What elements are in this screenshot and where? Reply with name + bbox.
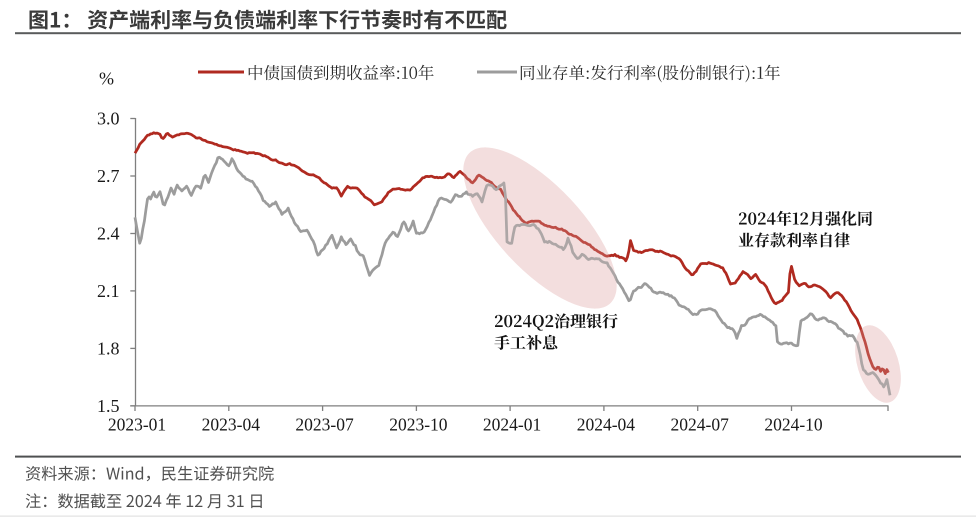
svg-text:2024-07: 2024-07 — [671, 415, 730, 435]
svg-text:2023-01: 2023-01 — [108, 415, 166, 435]
svg-text:2024-10: 2024-10 — [764, 415, 823, 435]
svg-text:2.1: 2.1 — [97, 281, 120, 301]
svg-text:1.5: 1.5 — [97, 396, 120, 416]
svg-text:2023-10: 2023-10 — [389, 415, 448, 435]
svg-text:1.8: 1.8 — [97, 338, 120, 358]
svg-text:2.4: 2.4 — [97, 224, 120, 244]
svg-text:2023-07: 2023-07 — [295, 415, 354, 435]
svg-text:2023-04: 2023-04 — [202, 415, 261, 435]
svg-text:2.7: 2.7 — [97, 166, 120, 186]
svg-text:%: % — [99, 69, 114, 89]
svg-text:3.0: 3.0 — [97, 109, 120, 129]
svg-text:2024-04: 2024-04 — [577, 415, 636, 435]
svg-text:2024-01: 2024-01 — [483, 415, 541, 435]
